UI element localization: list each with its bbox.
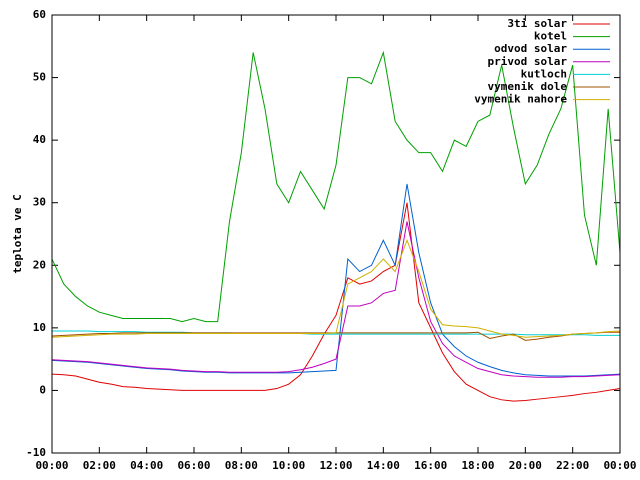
series-line bbox=[52, 330, 620, 336]
x-tick-label: 12:00 bbox=[319, 459, 352, 472]
x-tick-label: 10:00 bbox=[272, 459, 305, 472]
legend-label: kutloch bbox=[521, 67, 567, 80]
y-tick-label: -10 bbox=[26, 446, 46, 459]
series-line bbox=[51, 50, 621, 323]
plot-frame bbox=[51, 14, 621, 454]
series-line bbox=[51, 183, 621, 377]
x-tick-label: 04:00 bbox=[130, 459, 163, 472]
y-tick-label: 20 bbox=[33, 258, 46, 271]
x-tick-label: 18:00 bbox=[461, 459, 494, 472]
series-line bbox=[51, 238, 621, 338]
x-tick-label: 22:00 bbox=[556, 459, 589, 472]
x-tick-label: 02:00 bbox=[83, 459, 116, 472]
x-tick-label: 08:00 bbox=[225, 459, 258, 472]
legend-label: vymenik dole bbox=[488, 80, 568, 93]
y-tick-label: 10 bbox=[33, 321, 46, 334]
legend-label: vymenik nahore bbox=[474, 93, 567, 106]
legend-label: kotel bbox=[534, 30, 567, 43]
x-tick-label: 06:00 bbox=[177, 459, 210, 472]
x-tick-label: 00:00 bbox=[603, 459, 636, 472]
y-tick-label: 0 bbox=[39, 383, 46, 396]
y-tick-label: 60 bbox=[33, 8, 46, 21]
y-tick-label: 40 bbox=[33, 133, 46, 146]
x-tick-label: 00:00 bbox=[35, 459, 68, 472]
y-tick-label: 50 bbox=[33, 71, 46, 84]
series-line bbox=[51, 202, 621, 402]
legend-label: odvod solar bbox=[494, 42, 567, 55]
x-tick-label: 20:00 bbox=[509, 459, 542, 472]
y-tick-label: 30 bbox=[33, 196, 46, 209]
x-tick-label: 16:00 bbox=[414, 459, 447, 472]
series-line bbox=[51, 221, 621, 378]
legend-label: 3ti solar bbox=[507, 17, 567, 30]
legend-label: privod solar bbox=[488, 55, 568, 68]
x-tick-label: 14:00 bbox=[367, 459, 400, 472]
y-axis-label: teplota ve C bbox=[11, 194, 24, 273]
